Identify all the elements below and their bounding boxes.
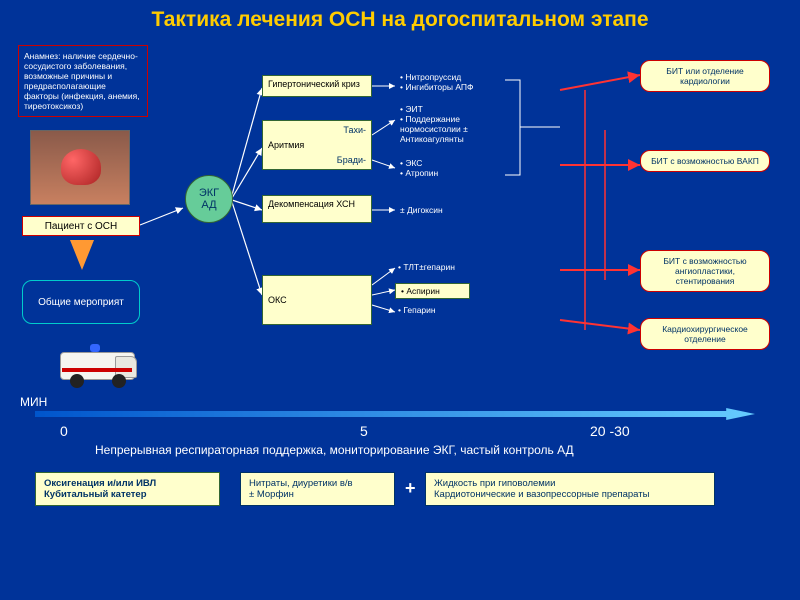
time-5: 5 <box>360 423 368 439</box>
cond-oks: ОКС <box>262 275 372 325</box>
cond-decomp: Декомпенсация ХСН <box>262 195 372 223</box>
ad-label: АД <box>201 199 216 211</box>
brady-label: Бради- <box>337 155 366 165</box>
time-20-30: 20 -30 <box>590 423 630 439</box>
time-0: 0 <box>60 423 68 439</box>
ambulance-icon <box>60 340 145 390</box>
bottom-oxygen: Оксигенация и/или ИВЛ Кубитальный катете… <box>35 472 220 506</box>
patient-osn-box: Пациент с ОСН <box>22 216 140 236</box>
dest-bit-vakp: БИТ с возможностью ВАКП <box>640 150 770 172</box>
cond-hypertonic: Гипертонический криз <box>262 75 372 97</box>
treat-hypertonic: Нитропруссид Ингибиторы АПФ <box>400 72 473 92</box>
treat-aspirin-box: • Аспирин <box>395 283 470 299</box>
tachy-label: Тахи- <box>343 125 366 135</box>
plus-icon: + <box>405 478 416 499</box>
treat-arrhythmia-top: ЭИТ Поддержание нормосистолии ± Антикоаг… <box>400 104 510 144</box>
min-label: МИН <box>20 395 47 409</box>
bottom-fluid: Жидкость при гиповолемии Кардиотонически… <box>425 472 715 506</box>
ekg-label: ЭКГ <box>199 187 219 199</box>
support-text: Непрерывная респираторная поддержка, мон… <box>95 443 574 457</box>
page-title: Тактика лечения ОСН на догоспитальном эт… <box>0 8 800 32</box>
heart-image <box>30 130 130 205</box>
ekg-ad-circle: ЭКГ АД <box>185 175 233 223</box>
treat-arrhythmia-bot: ЭКС Атропин <box>400 158 438 178</box>
anamnesis-box: Анамнез: наличие сердечно-сосудистого за… <box>18 45 148 117</box>
down-arrow-icon <box>70 240 94 270</box>
treat-decomp: ± Дигоксин <box>400 205 443 215</box>
treat-oks: ТЛТ±гепарин <box>398 262 455 272</box>
oks-label: ОКС <box>268 295 287 305</box>
dest-cardiosurg: Кардиохирургическое отделение <box>640 318 770 350</box>
dest-bit-angio: БИТ с возможностью ангиопластики, стенти… <box>640 250 770 292</box>
bottom-nitrates: Нитраты, диуретики в/в ± Морфин <box>240 472 395 506</box>
general-events-box: Общие мероприят <box>22 280 140 324</box>
dest-bit-cardio: БИТ или отделение кардиологии <box>640 60 770 92</box>
arrhythmia-label: Аритмия <box>268 140 304 150</box>
timeline-arrow <box>35 408 755 420</box>
treat-heparin: Гепарин <box>398 305 436 315</box>
cond-arrhythmia: Аритмия Тахи- Бради- <box>262 120 372 170</box>
